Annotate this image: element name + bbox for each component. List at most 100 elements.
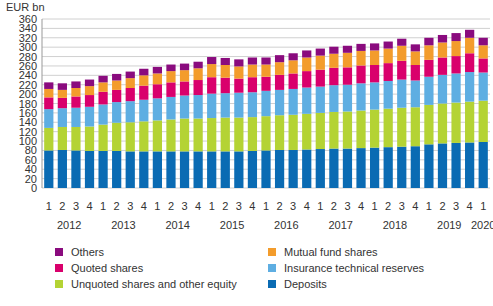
bar-segment <box>479 101 488 142</box>
bar-segment <box>316 49 325 56</box>
bar-segment <box>465 53 474 72</box>
bar-segment <box>207 57 216 64</box>
bar-segment <box>221 118 230 152</box>
bar-segment <box>139 69 148 76</box>
bar-segment <box>465 102 474 143</box>
bar-segment <box>194 119 203 152</box>
x-tick-label: 4 <box>412 200 418 212</box>
bar-segment <box>58 127 67 150</box>
x-tick-label: 2 <box>277 200 283 212</box>
bar-segment <box>370 43 379 50</box>
x-group-label: 2020 <box>471 219 493 231</box>
bar-segment <box>248 77 257 92</box>
x-group-label: 2019 <box>437 219 461 231</box>
bar-segment <box>112 74 121 81</box>
bar-segment <box>180 64 189 71</box>
bar-segment <box>234 79 243 93</box>
bar-segment <box>44 89 53 97</box>
bar-segment <box>370 82 379 109</box>
bar-segment <box>261 91 270 116</box>
bar-segment <box>153 151 162 188</box>
bar-segment <box>207 151 216 188</box>
bar-segment <box>85 127 94 151</box>
bar-segment <box>207 118 216 151</box>
x-tick-label: 1 <box>317 200 323 212</box>
bar-segment <box>343 53 352 68</box>
bar-segment <box>424 105 433 144</box>
bar-segment <box>180 151 189 188</box>
x-group-label: 2017 <box>328 219 352 231</box>
bar-segment <box>343 149 352 188</box>
x-tick-label: 4 <box>249 200 255 212</box>
bar-segment <box>370 50 379 65</box>
bar-segment <box>166 151 175 188</box>
bar-segment <box>166 65 175 72</box>
x-tick-label: 1 <box>426 200 432 212</box>
x-tick-label: 2 <box>439 200 445 212</box>
bar-segment <box>248 117 257 151</box>
bar-segment <box>85 86 94 95</box>
bar-segment <box>248 65 257 78</box>
bar-segment <box>316 87 325 113</box>
bar-segment <box>438 75 447 104</box>
bar-segment <box>180 70 189 81</box>
x-tick-label: 1 <box>480 200 486 212</box>
bar-segment <box>112 102 121 123</box>
bar-segment <box>71 108 80 127</box>
bar-segment <box>58 108 67 127</box>
bar-segment <box>126 72 135 79</box>
bar-segment <box>316 149 325 188</box>
x-tick-label: 1 <box>372 200 378 212</box>
x-tick-label: 4 <box>195 200 201 212</box>
bar-segment <box>356 111 365 149</box>
bar-segment <box>180 96 189 119</box>
bar-segment <box>166 119 175 151</box>
bar-segment <box>207 77 216 93</box>
bar-segment <box>234 93 243 118</box>
bar-segment <box>479 58 488 72</box>
bar-segment <box>479 45 488 58</box>
bar-segment <box>166 82 175 97</box>
bar-segment <box>207 94 216 118</box>
bar-segment <box>384 109 393 147</box>
bar-segment <box>194 95 203 118</box>
bar-segment <box>261 57 270 64</box>
bar-segment <box>248 151 257 188</box>
bar-segment <box>438 35 447 43</box>
bar-segment <box>316 113 325 149</box>
bar-segment <box>275 115 284 150</box>
bar-segment <box>411 44 420 51</box>
bar-segment <box>71 150 80 188</box>
bar-segment <box>275 62 284 75</box>
bar-segment <box>261 150 270 188</box>
bar-segment <box>384 49 393 64</box>
grid-line <box>42 56 490 57</box>
bar-segment <box>343 46 352 53</box>
grid-line <box>42 19 490 20</box>
bar-segment <box>302 50 311 57</box>
bar-segment <box>343 85 352 112</box>
x-tick-label: 1 <box>154 200 160 212</box>
bar-segment <box>98 104 107 124</box>
bar-segment <box>424 38 433 46</box>
bar-segment <box>356 148 365 188</box>
bar-segment <box>85 107 94 127</box>
bar-segment <box>44 97 53 109</box>
x-tick-label: 3 <box>73 200 79 212</box>
bar-segment <box>479 142 488 188</box>
bar-segment <box>465 30 474 38</box>
bar-segment <box>98 92 107 105</box>
bar-segment <box>289 150 298 188</box>
legend-swatch <box>268 280 276 288</box>
legend-swatch <box>268 248 276 256</box>
bar-segment <box>221 65 230 78</box>
legend-label: Unquoted shares and other equity <box>71 278 237 290</box>
bar-segment <box>411 80 420 107</box>
bar-segment <box>126 101 135 122</box>
bar-segment <box>98 82 107 91</box>
bar-segment <box>98 151 107 188</box>
x-tick-label: 4 <box>467 200 473 212</box>
bar-segment <box>126 78 135 88</box>
bar-segment <box>221 78 230 93</box>
x-tick-label: 3 <box>236 200 242 212</box>
